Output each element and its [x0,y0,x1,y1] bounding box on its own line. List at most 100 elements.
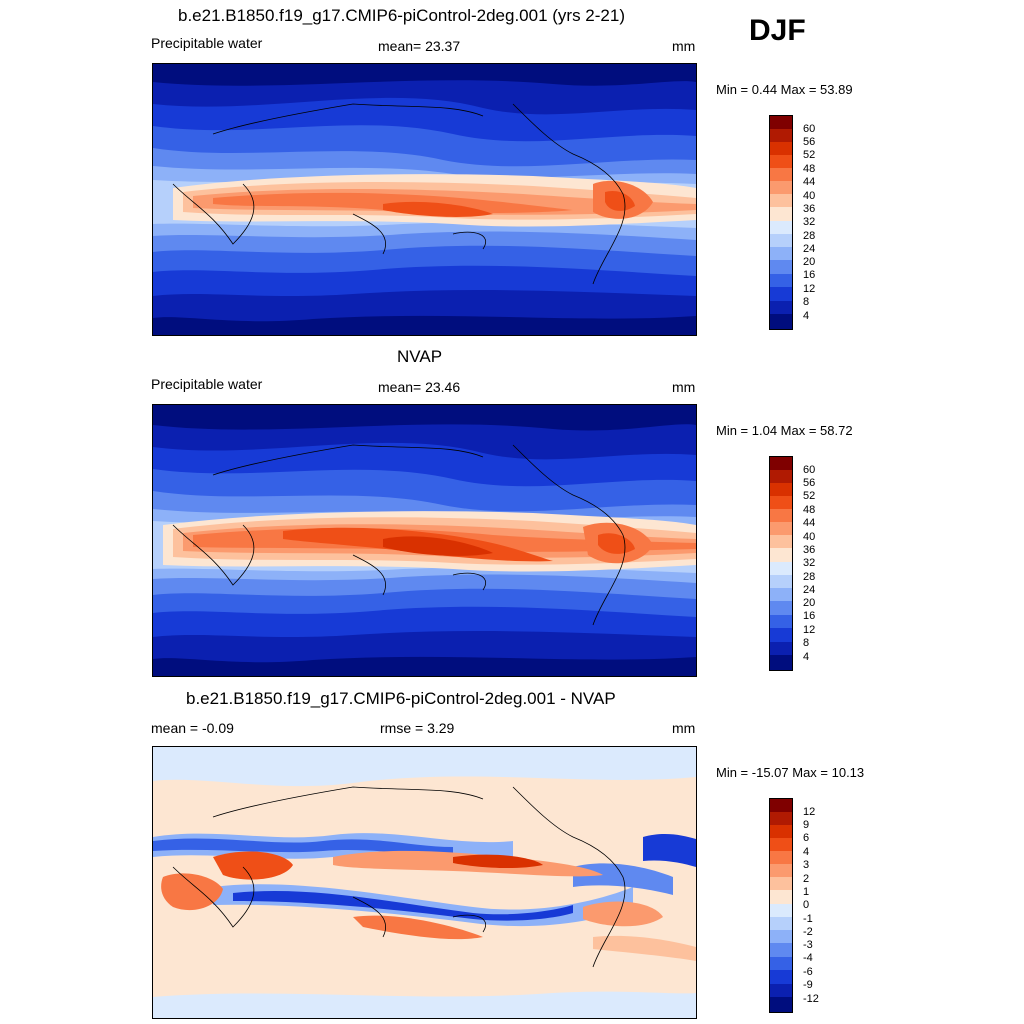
panel-1-colorbar-tick: 36 [803,203,816,215]
panel-1-colorbar-tick: 52 [803,149,816,161]
colorbar-swatch [770,575,792,588]
colorbar-swatch [770,314,792,329]
colorbar-swatch [770,930,792,943]
panel-1-colorbar-tick: 28 [803,230,816,242]
colorbar-swatch [770,470,792,483]
panel-2-units: mm [672,379,696,395]
panel-2-colorbar-tick: 24 [803,584,816,596]
colorbar-swatch [770,877,792,890]
panel-1-colorbar-tick: 56 [803,136,816,148]
panel-2-colorbar-tick: 56 [803,477,816,489]
panel-3-colorbar-tick: -12 [803,993,819,1005]
colorbar-swatch [770,957,792,970]
colorbar-swatch [770,615,792,628]
panel-3-colorbar-tick: -1 [803,913,813,925]
panel-2-map [152,404,697,677]
panel-3-colorbar-tick: -9 [803,979,813,991]
panel-3-colorbar-tick: 4 [803,846,810,858]
colorbar-swatch [770,904,792,917]
colorbar-swatch [770,168,792,181]
panel-3-minmax: Min = -15.07 Max = 10.13 [716,765,865,780]
panel-2-colorbar-tick: 20 [803,597,816,609]
panel-1-variable-label: Precipitable water [151,35,263,51]
colorbar-swatch [770,457,792,470]
panel-2-mean-label: mean= 23.46 [378,379,461,395]
colorbar-swatch [770,601,792,615]
colorbar-swatch [770,943,792,957]
panel-1-map [152,63,697,336]
colorbar-swatch [770,155,792,168]
panel-2-colorbar-tick: 60 [803,464,816,476]
panel-3-mean-label: mean = -0.09 [151,720,234,736]
panel-1-map-svg [153,64,696,335]
season-label: DJF [749,14,806,47]
panel-2-colorbar-tick: 28 [803,571,816,583]
colorbar-swatch [770,799,792,812]
panel-3-colorbar-tick: 9 [803,819,810,831]
panel-3-colorbar-tick: -2 [803,926,813,938]
colorbar-swatch [770,970,792,984]
colorbar-swatch [770,984,792,997]
colorbar-swatch [770,838,792,851]
panel-1-minmax: Min = 0.44 Max = 53.89 [716,82,853,97]
panel-1-units: mm [672,38,696,54]
colorbar-swatch [770,274,792,287]
colorbar-swatch [770,142,792,155]
colorbar-swatch [770,562,792,575]
panel-1-colorbar-tick: 60 [803,123,816,135]
colorbar-swatch [770,890,792,904]
colorbar-swatch [770,234,792,247]
panel-1-colorbar-tick: 24 [803,243,816,255]
colorbar-swatch [770,522,792,535]
colorbar-swatch [770,535,792,548]
panel-1-colorbar-tick: 44 [803,176,816,188]
panel-1-colorbar [769,115,793,330]
panel-3-map [152,746,697,1019]
panel-1-title: b.e21.B1850.f19_g17.CMIP6-piControl-2deg… [178,6,625,25]
colorbar-swatch [770,483,792,496]
colorbar-swatch [770,851,792,864]
panel-1-colorbar-tick: 32 [803,216,816,228]
colorbar-swatch [770,628,792,642]
panel-2-colorbar-tick: 36 [803,544,816,556]
panel-3-colorbar-tick: -3 [803,939,813,951]
panel-3-map-svg [153,747,696,1018]
colorbar-swatch [770,642,792,655]
panel-3-colorbar-tick: 6 [803,832,810,844]
colorbar-swatch [770,588,792,601]
panel-2-minmax: Min = 1.04 Max = 58.72 [716,423,853,438]
panel-2-map-svg [153,405,696,676]
panel-2-colorbar-tick: 4 [803,651,810,663]
panel-2-colorbar-tick: 8 [803,637,810,649]
panel-1-colorbar-tick: 8 [803,296,810,308]
panel-1-colorbar-tick: 40 [803,190,816,202]
panel-3-colorbar [769,798,793,1013]
panel-2-colorbar-tick: 40 [803,531,816,543]
panel-2-title: NVAP [397,347,443,366]
colorbar-swatch [770,194,792,207]
panel-2-variable-label: Precipitable water [151,376,263,392]
panel-3-rmse-label: rmse = 3.29 [380,720,455,736]
colorbar-swatch [770,655,792,670]
colorbar-swatch [770,207,792,221]
panel-1-mean-label: mean= 23.37 [378,38,461,54]
panel-3-units: mm [672,720,696,736]
panel-2-colorbar [769,456,793,671]
colorbar-swatch [770,812,792,825]
panel-3-colorbar-tick: 2 [803,873,810,885]
panel-1-colorbar-tick: 20 [803,256,816,268]
panel-2-colorbar-tick: 44 [803,517,816,529]
colorbar-swatch [770,287,792,301]
colorbar-swatch [770,864,792,877]
colorbar-swatch [770,181,792,194]
panel-2-colorbar-tick: 48 [803,504,816,516]
panel-3-title: b.e21.B1850.f19_g17.CMIP6-piControl-2deg… [186,689,616,708]
panel-3-colorbar-tick: -6 [803,966,813,978]
colorbar-swatch [770,825,792,838]
colorbar-swatch [770,301,792,314]
panel-1-colorbar-tick: 12 [803,283,816,295]
panel-1-colorbar-tick: 4 [803,310,810,322]
panel-3-colorbar-tick: 1 [803,886,810,898]
panel-2-colorbar-tick: 52 [803,490,816,502]
panel-2-colorbar-tick: 12 [803,624,816,636]
